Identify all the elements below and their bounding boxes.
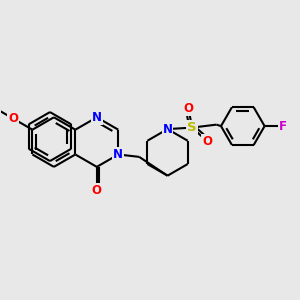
Text: O: O [202, 134, 212, 148]
Text: N: N [163, 123, 172, 136]
Text: O: O [183, 102, 194, 115]
Text: F: F [279, 120, 287, 133]
Text: O: O [8, 112, 18, 125]
Text: S: S [187, 121, 197, 134]
Text: O: O [92, 184, 102, 197]
Text: N: N [92, 111, 102, 124]
Text: N: N [113, 148, 123, 161]
